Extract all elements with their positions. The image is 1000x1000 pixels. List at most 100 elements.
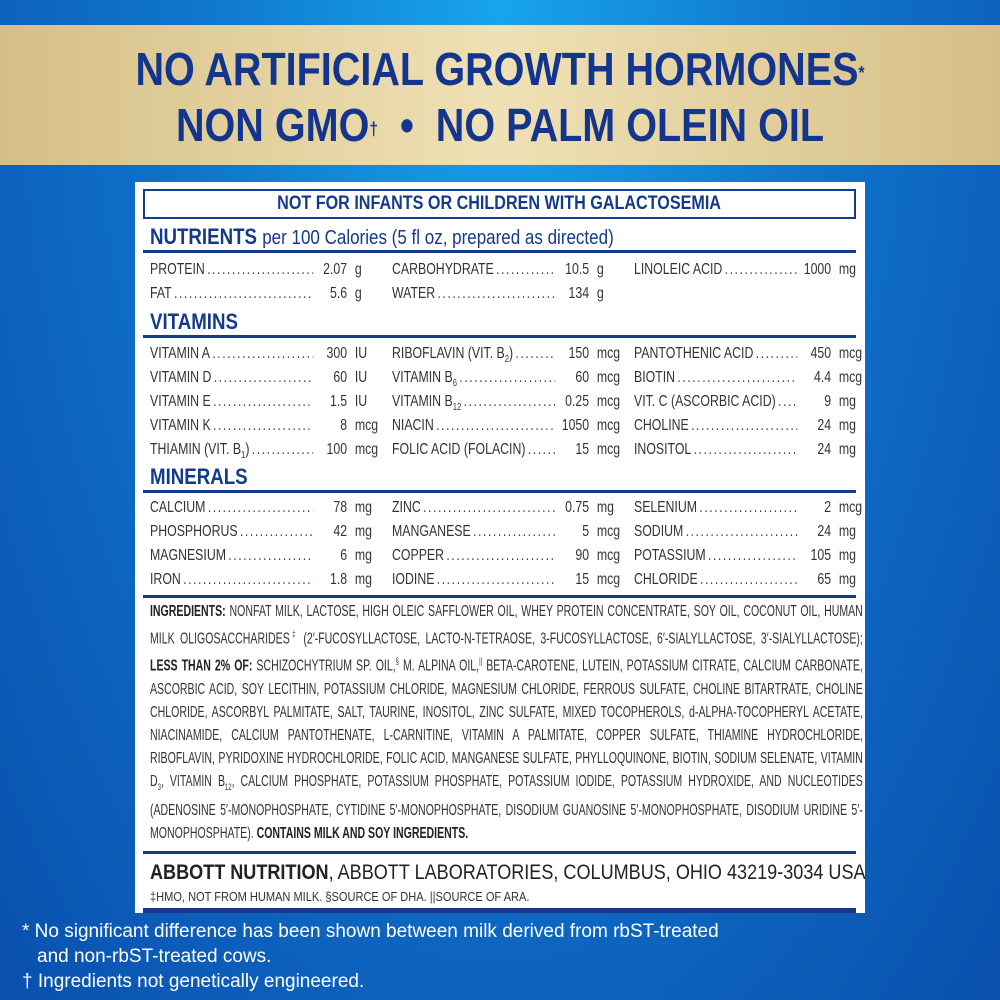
nutrient-row: VITAMIN K...............................… <box>150 414 381 438</box>
nutrient-value: 5.6 <box>329 285 348 302</box>
nutrient-unit: mg <box>354 571 372 588</box>
nutrient-value: 9 <box>824 393 832 410</box>
nutrient-unit: mg <box>354 523 372 540</box>
ingredient-segment: BETA-CAROTENE, LUTEIN, POTASSIUM CITRATE… <box>150 657 863 790</box>
nutrient-unit: mg <box>838 417 856 434</box>
nutrient-value: 100 <box>326 441 348 458</box>
nutrient-value: 90 <box>575 547 590 564</box>
nutrient-name: FAT <box>150 285 172 302</box>
nutrient-value: 24 <box>817 523 832 540</box>
nutrient-name: NIACIN <box>392 417 434 434</box>
nutrient-value: 150 <box>568 345 590 362</box>
nutrient-name: VITAMIN B6 <box>392 369 457 390</box>
nutrient-value: 78 <box>333 499 348 516</box>
nutrient-row: ZINC....................................… <box>392 496 623 520</box>
disclaimer-rbst-cont: and non-rbST-treated cows. <box>37 945 272 967</box>
subscript: 12 <box>452 402 462 414</box>
nutrient-row: VITAMIN D...............................… <box>150 366 381 390</box>
ingredients-box: INGREDIENTS: NONFAT MILK, LACTOSE, HIGH … <box>135 598 865 851</box>
dot-leader: ........................................… <box>515 345 556 362</box>
dot-leader: ........................................… <box>212 345 313 362</box>
dot-leader: ........................................… <box>437 285 555 302</box>
dot-leader: ........................................… <box>527 441 555 458</box>
nutrient-row: VITAMIN E...............................… <box>150 390 381 414</box>
nutrient-value: 450 <box>810 345 832 362</box>
ingredients-text: INGREDIENTS: NONFAT MILK, LACTOSE, HIGH … <box>150 600 863 845</box>
ingredient-segment: M. ALPINA OIL, <box>398 657 480 675</box>
nutrient-name: VIT. C (ASCORBIC ACID) <box>634 393 776 410</box>
nutrient-value: 134 <box>568 285 590 302</box>
nutrient-unit: mg <box>838 261 856 278</box>
ingredient-segment: , VITAMIN B <box>160 772 225 790</box>
dot-leader: ........................................… <box>436 571 556 588</box>
nutrient-row: COPPER..................................… <box>392 544 623 568</box>
nutrient-name: VITAMIN E <box>150 393 211 410</box>
nutrient-unit: g <box>596 261 604 278</box>
nutrient-name: PHOSPHORUS <box>150 523 238 540</box>
divider <box>143 250 856 253</box>
ingredient-segment: (2′-FUCOSYLLACTOSE, LACTO-N-TETRAOSE, 3-… <box>297 630 863 648</box>
nutrient-row: VITAMIN A...............................… <box>150 342 381 366</box>
subscript: 2 <box>504 354 510 366</box>
nutrient-row: BIOTIN..................................… <box>634 366 865 390</box>
nutrient-unit: mcg <box>354 417 379 434</box>
nutrient-value: 8 <box>340 417 348 434</box>
nutrient-unit: g <box>596 285 604 302</box>
dot-leader: ........................................… <box>228 547 313 564</box>
manufacturer: ABBOTT NUTRITION, ABBOTT LABORATORIES, C… <box>150 860 866 884</box>
nutrient-row: SELENIUM................................… <box>634 496 865 520</box>
nutrient-name: CARBOHYDRATE <box>392 261 494 278</box>
footnotes: ‡HMO, NOT FROM HUMAN MILK. §SOURCE OF DH… <box>150 888 530 904</box>
dot-leader: ........................................… <box>446 547 556 564</box>
dot-leader: ........................................… <box>207 499 313 516</box>
nutrient-value: 1.8 <box>329 571 348 588</box>
dot-leader: ........................................… <box>699 571 797 588</box>
nutrient-name: POTASSIUM <box>634 547 706 564</box>
nutrient-unit: mg <box>596 499 614 516</box>
nutrient-unit: mcg <box>596 547 621 564</box>
subscript: 6 <box>452 378 457 390</box>
divider <box>143 490 856 493</box>
nutrient-row: MAGNESIUM...............................… <box>150 544 381 568</box>
nutrient-name: PROTEIN <box>150 261 205 278</box>
nutrient-row: RIBOFLAVIN (VIT. B2)....................… <box>392 342 623 366</box>
divider <box>143 595 856 598</box>
nutrient-value: 1000 <box>803 261 832 278</box>
nutrient-unit: IU <box>354 345 368 362</box>
ingredient-segment: INGREDIENTS: <box>150 603 226 620</box>
nutrient-unit: mcg <box>596 345 621 362</box>
nutrient-tables: NOT FOR INFANTS OR CHILDREN WITH GALACTO… <box>135 182 865 598</box>
nutrient-row: THIAMIN (VIT. B1).......................… <box>150 438 381 462</box>
dot-leader: ........................................… <box>691 417 798 434</box>
nutrient-value: 1.5 <box>329 393 348 410</box>
label-area: NOT FOR INFANTS OR CHILDREN WITH GALACTO… <box>0 182 1000 994</box>
nutrient-name: WATER <box>392 285 436 302</box>
ingredient-segment: LESS THAN 2% OF: <box>150 657 253 675</box>
dot-leader: ........................................… <box>423 499 555 516</box>
divider <box>143 850 856 854</box>
nutrient-name: INOSITOL <box>634 441 692 458</box>
nutrient-value: 60 <box>575 369 590 386</box>
nutrient-value: 15 <box>575 571 590 588</box>
nutrient-name: LINOLEIC ACID <box>634 261 723 278</box>
nutrient-row: VITAMIN B6..............................… <box>392 366 623 390</box>
nutrient-row: POTASSIUM...............................… <box>634 544 865 568</box>
nutrient-name: PANTOTHENIC ACID <box>634 345 754 362</box>
dot-leader: ........................................… <box>755 345 798 362</box>
nutrient-name: VITAMIN B12 <box>392 393 462 414</box>
nutrient-unit: mcg <box>838 499 863 516</box>
nutrient-name: ZINC <box>392 499 421 516</box>
nutrient-name: MAGNESIUM <box>150 547 226 564</box>
ingredient-segment: CONTAINS MILK AND SOY INGREDIENTS. <box>256 824 469 842</box>
nutrient-unit: g <box>354 261 362 278</box>
nutrient-unit: mg <box>838 393 856 410</box>
nutrient-name: IRON <box>150 571 181 588</box>
nutrients-heading: NUTRIENTS per 100 Calories (5 fl oz, pre… <box>150 224 614 249</box>
dot-leader: ........................................… <box>213 369 314 386</box>
dot-leader: ........................................… <box>693 441 798 458</box>
nutrient-unit: mcg <box>838 369 863 386</box>
dot-leader: ........................................… <box>213 393 313 410</box>
nutrient-name: CHOLINE <box>634 417 689 434</box>
nutrient-unit: mg <box>838 523 856 540</box>
nutrient-row: PANTOTHENIC ACID........................… <box>634 342 865 366</box>
